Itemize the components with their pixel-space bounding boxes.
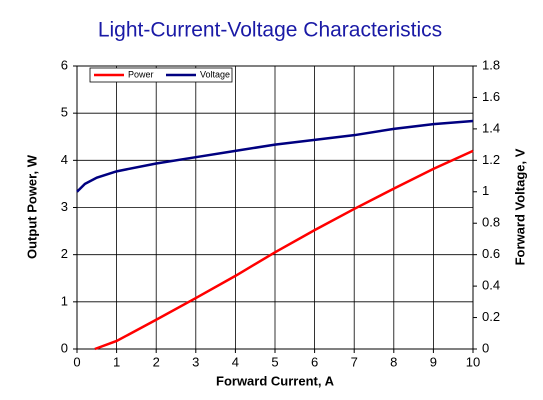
y-tick-label: 5	[61, 105, 68, 120]
x-tick-label: 9	[430, 354, 437, 369]
y2-tick-label: 1.6	[482, 89, 500, 104]
x-tick-label: 4	[232, 354, 239, 369]
x-tick-label: 1	[113, 354, 120, 369]
y-tick-label: 1	[61, 293, 68, 308]
x-tick-label: 8	[390, 354, 397, 369]
y2-tick-label: 1.4	[482, 120, 500, 135]
legend-box	[89, 67, 233, 83]
y2-tick-label: 0.4	[482, 278, 500, 293]
y2-tick-label: 0.8	[482, 215, 500, 230]
legend-label: Voltage	[200, 69, 230, 79]
y2-tick-label: 1.8	[482, 57, 500, 72]
x-tick-label: 5	[271, 354, 278, 369]
legend-label: Power	[128, 69, 154, 79]
chart-title: Light-Current-Voltage Characteristics	[98, 19, 442, 42]
y-tick-label: 3	[61, 199, 68, 214]
x-tick-label: 2	[153, 354, 160, 369]
y2-tick-label: 0.6	[482, 246, 500, 261]
x-tick-label: 10	[466, 354, 480, 369]
y-tick-label: 2	[61, 246, 68, 261]
line-voltage	[76, 119, 474, 193]
y-tick-label: 0	[61, 340, 68, 355]
x-tick-label: 6	[311, 354, 318, 369]
x-axis-label: Forward Current, A	[216, 373, 335, 388]
line-power	[94, 149, 474, 351]
y2-axis-label: Forward Voltage, V	[512, 148, 527, 265]
y-tick-label: 4	[61, 152, 68, 167]
x-tick-label: 3	[192, 354, 199, 369]
y-tick-label: 6	[61, 57, 68, 72]
x-tick-label: 0	[73, 354, 80, 369]
y2-tick-label: 0.2	[482, 309, 500, 324]
y2-tick-label: 0	[482, 340, 489, 355]
y2-tick-label: 1.2	[482, 152, 500, 167]
x-tick-label: 7	[351, 354, 358, 369]
y-axis-label: Output Power, W	[24, 154, 39, 259]
y2-tick-label: 1	[482, 183, 489, 198]
plot-frame	[76, 65, 474, 350]
